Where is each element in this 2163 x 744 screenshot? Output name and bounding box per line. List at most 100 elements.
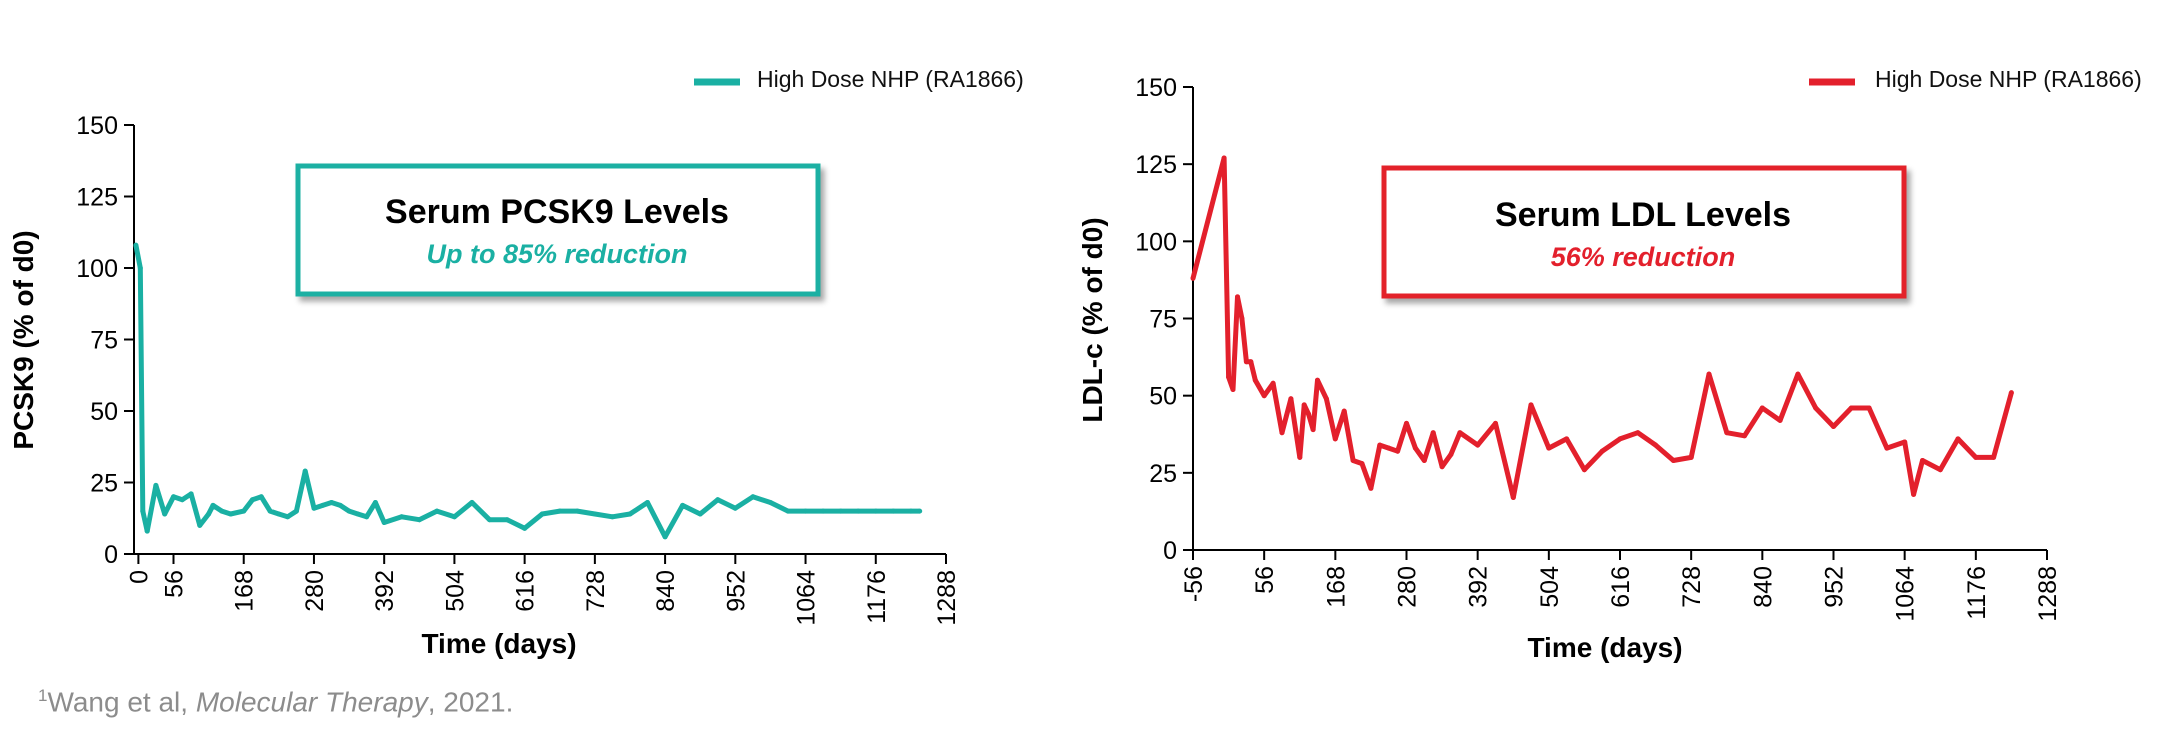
ldl-data-point: [1288, 396, 1294, 402]
pcsk9-callout-title: Serum PCSK9 Levels: [385, 193, 729, 231]
pcsk9-data-point: [372, 500, 378, 505]
ldl-data-point: [1270, 380, 1276, 386]
ldl-data-point: [1248, 359, 1254, 365]
pcsk9-legend-label: High Dose NHP (RA1866): [757, 66, 1024, 92]
pcsk9-data-point: [302, 468, 308, 474]
ldl-x-tick-label: 1064: [1892, 566, 1920, 622]
pcsk9-data-point: [820, 508, 826, 514]
ldl-data-point: [1911, 491, 1917, 497]
ldl-x-tick-label: 728: [1678, 566, 1706, 608]
pcsk9-data-point: [557, 508, 563, 514]
pcsk9-data-point: [210, 502, 216, 508]
pcsk9-y-tick-label: 75: [90, 327, 118, 355]
pcsk9-data-points: [133, 242, 923, 540]
ldl-series-line: [1190, 155, 2014, 500]
pcsk9-x-tick-label: 504: [441, 570, 469, 612]
ldl-data-point: [1493, 420, 1498, 426]
ldl-data-point: [1724, 430, 1730, 436]
ldl-data-point: [1546, 445, 1552, 451]
ldl-data-point: [1884, 445, 1890, 451]
pcsk9-data-point: [645, 500, 650, 505]
ldl-data-point: [1475, 442, 1481, 448]
ldl-y-tick-label: 100: [1135, 228, 1177, 256]
pcsk9-data-point: [399, 514, 405, 520]
pcsk9-y-tick-label: 100: [76, 255, 118, 283]
ldl-data-point: [1866, 405, 1872, 411]
pcsk9-data-point: [320, 502, 326, 508]
ldl-x-tick-label: 280: [1394, 566, 1422, 608]
pcsk9-x-tick-label: 392: [371, 570, 399, 612]
pcsk9-chart: 0 25 50 75 100 125 150 0 56 168 280 392 504 616 728 840…: [8, 66, 1024, 659]
pcsk9-y-axis-label: PCSK9 (% of d0): [8, 230, 39, 449]
ldl-data-point: [1848, 405, 1854, 411]
ldl-data-point: [1315, 377, 1320, 383]
footnote-year: , 2021.: [427, 686, 514, 718]
ldl-data-point: [1310, 427, 1316, 433]
ldl-data-point: [1510, 495, 1516, 500]
ldl-x-tick-label: -56: [1180, 566, 1208, 602]
pcsk9-x-tick-label: 280: [301, 570, 329, 612]
pcsk9-data-point: [346, 508, 352, 514]
pcsk9-data-point: [197, 522, 203, 528]
pcsk9-data-point: [337, 502, 343, 508]
ldl-x-tick-label: 1288: [2034, 566, 2062, 622]
ldl-legend: High Dose NHP (RA1866): [1809, 66, 2142, 92]
ldl-data-point: [1297, 454, 1303, 460]
ldl-data-point: [1991, 454, 1997, 460]
pcsk9-data-point: [434, 508, 440, 514]
ldl-data-point: [1301, 402, 1307, 408]
pcsk9-data-point: [539, 511, 545, 517]
pcsk9-callout-subtitle: Up to 85% reduction: [426, 239, 687, 269]
pcsk9-data-point: [627, 511, 633, 517]
pcsk9-y-tick-label: 150: [76, 112, 118, 140]
ldl-axes: 0 25 50 75 100 125 150 -56 56 168 280 392 504 616 728 8…: [1135, 74, 2062, 622]
pcsk9-y-tick-label: 50: [90, 398, 118, 426]
pcsk9-data-point: [855, 508, 861, 514]
pcsk9-data-point: [293, 508, 299, 514]
pcsk9-data-point: [504, 517, 510, 523]
ldl-data-point: [1564, 436, 1570, 442]
pcsk9-data-point: [917, 508, 923, 514]
ldl-data-point: [1688, 454, 1694, 460]
pcsk9-y-tick-label: 125: [76, 184, 118, 212]
ldl-data-point: [1421, 458, 1427, 463]
pcsk9-data-point: [803, 508, 808, 514]
pcsk9-x-tick-label: 952: [722, 570, 750, 612]
ldl-data-point: [1368, 485, 1374, 491]
ldl-legend-label: High Dose NHP (RA1866): [1875, 66, 2142, 92]
pcsk9-data-point: [355, 511, 361, 517]
ldl-data-point: [1230, 387, 1236, 392]
ldl-data-point: [1795, 371, 1801, 377]
ldl-data-point: [1635, 430, 1641, 436]
pcsk9-x-tick-label: 1176: [863, 570, 891, 624]
pcsk9-data-point: [908, 508, 914, 514]
pcsk9-data-point: [680, 502, 686, 508]
pcsk9-data-point: [838, 508, 844, 514]
ldl-data-point: [1902, 439, 1908, 445]
ldl-data-point: [1448, 451, 1454, 457]
pcsk9-data-point: [715, 497, 721, 503]
ldl-data-point: [1412, 445, 1418, 451]
ldl-x-tick-label: 840: [1749, 566, 1777, 608]
ldl-data-point: [1243, 359, 1249, 365]
pcsk9-y-tick-label: 25: [90, 470, 118, 498]
ldl-data-point: [1581, 467, 1587, 473]
pcsk9-data-point: [228, 511, 234, 517]
footnote-marker: 1: [38, 686, 48, 705]
pcsk9-x-tick-label: 616: [512, 570, 540, 612]
pcsk9-x-tick-label: 728: [582, 570, 610, 612]
ldl-data-point: [1430, 430, 1436, 436]
ldl-data-point: [2008, 390, 2014, 396]
pcsk9-data-point: [732, 505, 738, 511]
pcsk9-legend: High Dose NHP (RA1866): [694, 66, 1024, 92]
pcsk9-data-point: [311, 505, 317, 511]
ldl-data-point: [1777, 417, 1783, 423]
pcsk9-data-point: [662, 534, 668, 540]
pcsk9-data-point: [609, 514, 615, 520]
pcsk9-data-point: [785, 508, 791, 514]
pcsk9-data-point: [750, 494, 756, 500]
ldl-data-point: [1323, 396, 1329, 402]
ldl-data-point: [1653, 442, 1659, 448]
pcsk9-data-point: [285, 514, 291, 520]
pcsk9-x-tick-label: 840: [652, 570, 680, 612]
